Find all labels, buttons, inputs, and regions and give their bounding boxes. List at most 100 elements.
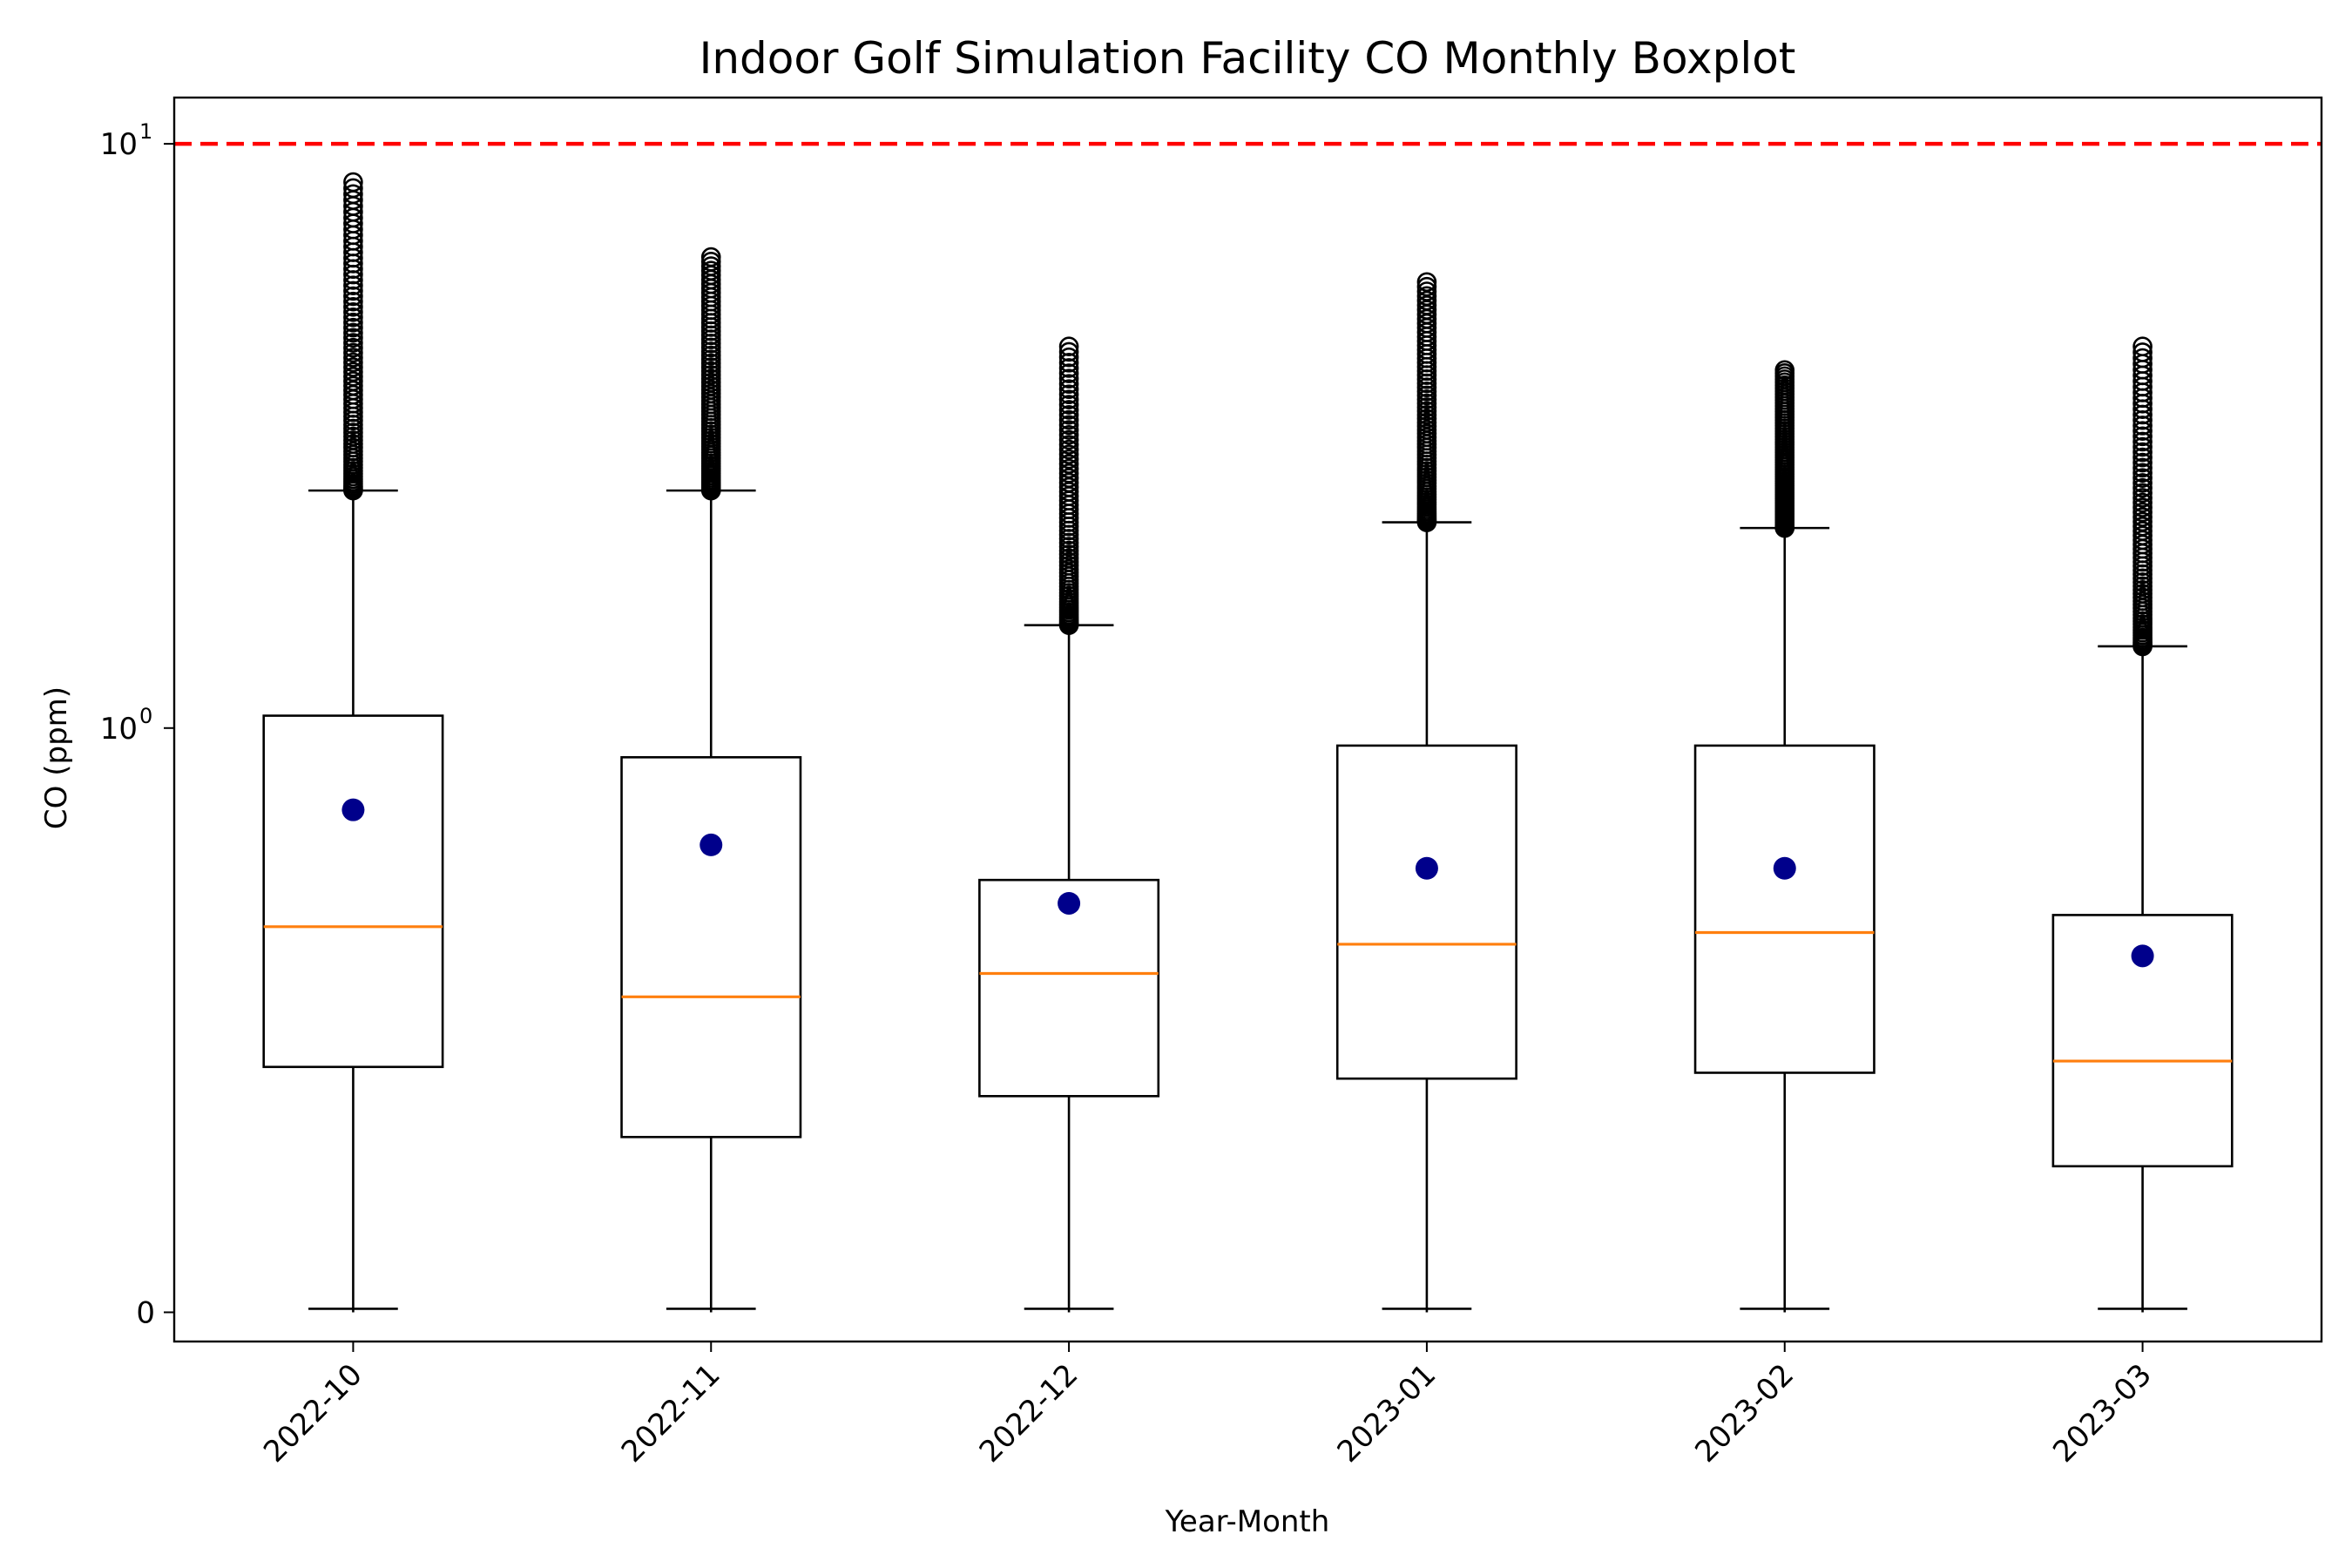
flier-point [2132, 497, 2153, 517]
flier-point [2132, 457, 2153, 478]
plot-area: 2022-10 2022-11 2022-12 2023-01 2023-02 2023-… [100, 96, 2323, 1470]
flier-point [1058, 409, 1079, 430]
flier-point [1058, 472, 1079, 493]
x-axis-label: Year-Month [1165, 1504, 1330, 1539]
flier-point [1058, 444, 1079, 464]
flier-point [343, 178, 363, 199]
flier-point [1058, 395, 1079, 415]
flier-point [1058, 424, 1079, 445]
flier-point [1058, 353, 1079, 373]
y-tick-label-exponent: 0 [139, 704, 152, 728]
flier-point [2132, 507, 2153, 527]
flier-point [1058, 363, 1079, 383]
box-iqr [1335, 744, 1517, 1080]
flier-point [2132, 426, 2153, 447]
box-iqr [620, 756, 802, 1139]
x-tick-label: 2023-01 [1331, 1357, 1443, 1470]
flier-point [1774, 360, 1795, 381]
flier-point [343, 301, 363, 322]
x-tick-label: 2022-10 [257, 1357, 369, 1470]
flier-point [2132, 452, 2153, 473]
flier-point [1058, 415, 1079, 436]
flier-point [343, 357, 363, 377]
flier-point [1416, 286, 1437, 307]
flier-point [1058, 420, 1079, 440]
flier-point [1058, 368, 1079, 389]
flier-point [2132, 336, 2153, 356]
box-iqr [2051, 914, 2234, 1168]
y-tick-label-exponent: 1 [139, 119, 152, 144]
flier-point [2132, 477, 2153, 498]
y-tick-label: 0 [136, 1295, 155, 1330]
chart-title: Indoor Golf Simulation Facility CO Month… [700, 33, 1796, 84]
flier-point [1058, 384, 1079, 405]
flier-point [1058, 374, 1079, 395]
flier-point [1058, 458, 1079, 479]
flier-point [1058, 449, 1079, 470]
x-tick-label: 2023-02 [1688, 1357, 1801, 1470]
flier-point [2132, 463, 2153, 483]
y-tick-label: 10 [100, 712, 138, 747]
flier-point [1058, 435, 1079, 455]
mean-marker [1773, 856, 1796, 880]
flier-point [1058, 429, 1079, 450]
flier-point [2132, 516, 2153, 537]
flier-point [2132, 436, 2153, 457]
flier-point [343, 342, 363, 363]
flier-point [343, 362, 363, 382]
flier-point [700, 247, 721, 267]
flier-point [1058, 404, 1079, 425]
box-iqr [978, 878, 1160, 1098]
mean-marker [2131, 944, 2154, 968]
flier-point [343, 371, 363, 391]
x-tick-label: 2023-03 [2046, 1357, 2159, 1470]
flier-point [343, 312, 363, 333]
flier-point [2132, 473, 2153, 493]
flier-point [343, 317, 363, 338]
x-tick-label: 2022-12 [973, 1357, 1085, 1470]
flier-point [2132, 342, 2153, 362]
flier-point [343, 337, 363, 358]
x-tick-label: 2022-11 [615, 1357, 727, 1470]
flier-point [1058, 463, 1079, 483]
flier-point [1416, 276, 1437, 297]
flier-point [1058, 400, 1079, 420]
flier-point [2132, 502, 2153, 523]
flier-point [343, 367, 363, 387]
box-iqr [262, 714, 444, 1069]
box-iqr [1693, 744, 1876, 1074]
y-tick-label: 10 [100, 127, 138, 162]
mean-marker [1415, 856, 1438, 880]
flier-point [2132, 488, 2153, 508]
mean-marker [1058, 891, 1081, 915]
flier-point [1058, 389, 1079, 409]
flier-point [2132, 492, 2153, 513]
y-axis-label: CO (ppm) [39, 686, 74, 829]
flier-point [1058, 379, 1079, 400]
axes-frame [172, 96, 2323, 1343]
flier-point [1058, 358, 1079, 378]
flier-point [343, 291, 363, 312]
flier-point [1058, 347, 1079, 368]
flier-point [2132, 483, 2153, 504]
flier-point [1416, 281, 1437, 301]
flier-point [343, 328, 363, 348]
mean-marker [700, 833, 723, 856]
flier-point [343, 286, 363, 307]
flier-point [2132, 348, 2153, 368]
flier-point [1058, 439, 1079, 460]
flier-point [1416, 290, 1437, 311]
mean-marker [341, 798, 365, 821]
flier-point [1416, 272, 1437, 293]
flier-point [343, 172, 363, 193]
flier-point [343, 322, 363, 343]
flier-point [2132, 511, 2153, 532]
flier-point [343, 296, 363, 317]
flier-point [2132, 521, 2153, 541]
flier-point [1058, 341, 1079, 362]
flier-point [343, 184, 363, 205]
flier-point [2132, 431, 2153, 452]
flier-point [2132, 442, 2153, 463]
flier-point [343, 352, 363, 373]
